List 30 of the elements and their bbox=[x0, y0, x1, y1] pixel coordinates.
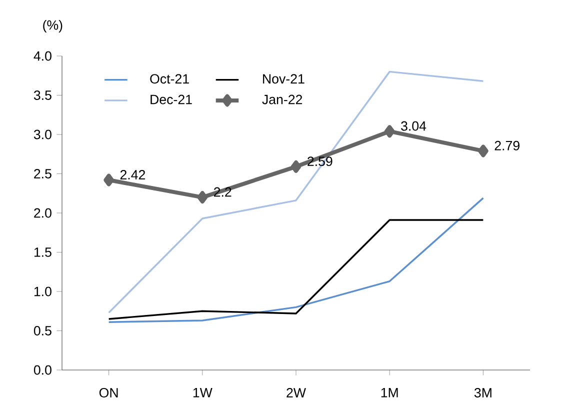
y-tick-label: 0.0 bbox=[34, 365, 52, 375]
y-tick-label: 4.0 bbox=[34, 51, 52, 61]
y-axis-title: (%) bbox=[43, 20, 62, 32]
y-tick-label: 3.0 bbox=[34, 130, 52, 140]
legend-label: Dec-21 bbox=[150, 94, 192, 104]
y-tick-label: 2.5 bbox=[34, 169, 52, 178]
legend-label: Jan-22 bbox=[262, 94, 302, 104]
data-label: 3.04 bbox=[401, 121, 426, 131]
data-label: 2.42 bbox=[120, 170, 146, 180]
x-tick-label: 3M bbox=[474, 388, 492, 398]
legend-label: Oct-21 bbox=[150, 74, 189, 84]
point bbox=[104, 174, 114, 186]
y-tick-label: 3.5 bbox=[34, 90, 52, 100]
y-tick-label: 1.0 bbox=[34, 286, 52, 296]
x-tick-label: 1W bbox=[193, 388, 212, 398]
line-series bbox=[108, 70, 484, 314]
data-label: 2.79 bbox=[494, 140, 520, 150]
point bbox=[197, 191, 208, 204]
point bbox=[384, 125, 395, 138]
x-tick-label: 1M bbox=[381, 388, 398, 398]
y-tick-label: 2.0 bbox=[34, 208, 52, 218]
point bbox=[290, 160, 302, 173]
y-tick-label: 1.5 bbox=[34, 248, 52, 257]
y-tick-label: 0.5 bbox=[34, 326, 52, 336]
x-tick-label: 2W bbox=[286, 388, 306, 398]
line-series bbox=[108, 197, 484, 323]
point bbox=[478, 144, 488, 158]
line-series bbox=[108, 219, 484, 320]
x-tick-label: ON bbox=[99, 388, 118, 398]
legend-label: Nov-21 bbox=[263, 74, 304, 84]
